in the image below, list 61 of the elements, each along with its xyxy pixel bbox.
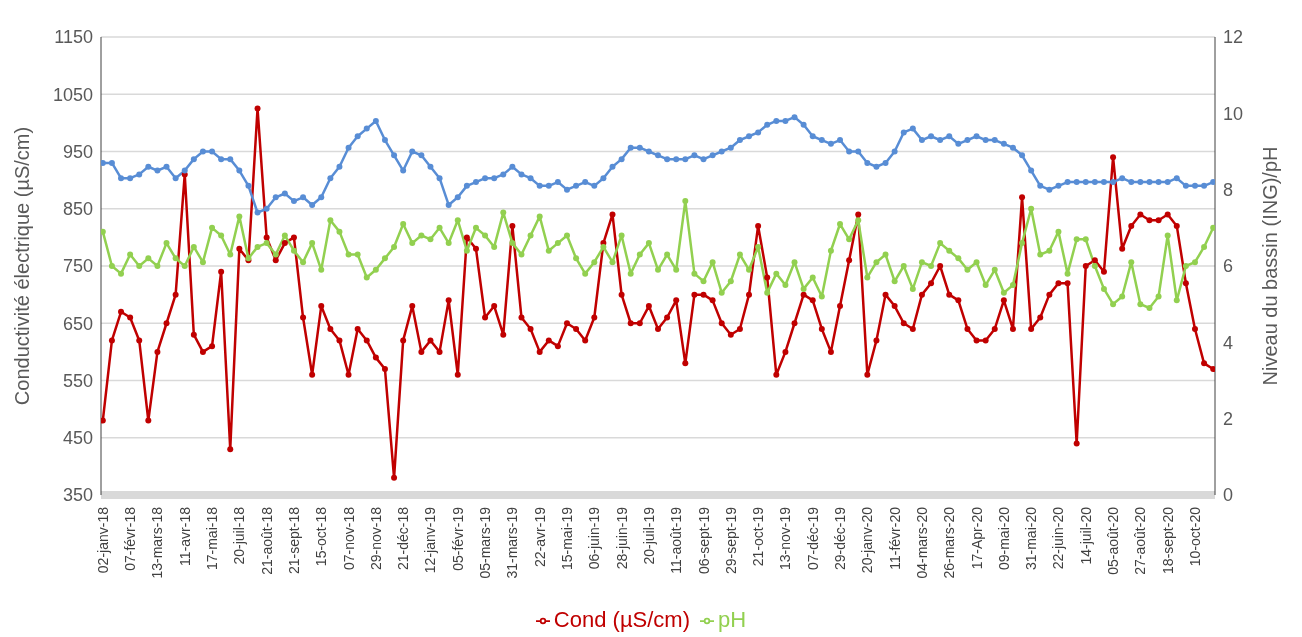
x-tick-label: 14-juil-20 — [1077, 506, 1094, 565]
x-tick-label: 31-mai-20 — [1023, 506, 1040, 571]
x-tick-label: 20-janv-20 — [859, 506, 876, 574]
x-tick-label: 22-avr-19 — [531, 506, 548, 567]
x-tick-label: 11-août-19 — [668, 506, 685, 574]
x-tick-label: 29-nov-18 — [367, 506, 384, 571]
y-tick-label: 450 — [62, 428, 93, 449]
x-tick-label: 05-mars-19 — [477, 506, 494, 579]
y2-tick-label: 6 — [1223, 256, 1234, 277]
x-tick-label: 20-juil-18 — [231, 506, 248, 565]
y-tick-label: 650 — [62, 313, 93, 334]
x-tick-label: 17-Apr-20 — [968, 506, 985, 570]
y2-axis-title: Niveau du bassin (ING)/pH — [1259, 146, 1282, 386]
x-tick-label: 02-janv-18 — [94, 506, 111, 574]
x-tick-label: 21-déc-18 — [395, 506, 412, 571]
x-tick-label: 07-nov-18 — [340, 506, 357, 571]
y-tick-label: 850 — [62, 199, 93, 220]
x-tick-label: 22-juin-20 — [1050, 506, 1067, 570]
x-tick-label: 06-sept-19 — [695, 506, 712, 574]
y-tick-label: 350 — [62, 485, 93, 506]
x-tick-label: 20-juil-19 — [640, 506, 657, 565]
y2-tick-label: 4 — [1223, 332, 1234, 353]
x-tick-label: 31-mars-19 — [504, 506, 521, 579]
x-tick-label: 07-févr-18 — [122, 506, 139, 571]
x-tick-label: 29-sept-19 — [722, 506, 739, 574]
y-tick-label: 950 — [62, 141, 93, 162]
x-tick-label: 21-oct-19 — [750, 506, 767, 567]
x-tick-label: 18-sept-20 — [1159, 506, 1176, 574]
legend-label: pH — [718, 607, 747, 632]
x-tick-label: 05-févr-19 — [449, 506, 466, 571]
x-tick-label: 13-mars-18 — [149, 506, 166, 579]
y2-tick-label: 0 — [1223, 485, 1234, 506]
x-tick-label: 21-sept-18 — [285, 506, 302, 574]
y2-tick-label: 10 — [1223, 103, 1244, 124]
y2-tick-label: 8 — [1223, 180, 1234, 201]
x-tick-label: 06-juin-19 — [586, 506, 603, 570]
x-tick-label: 11-avr-18 — [176, 506, 193, 566]
y-tick-label: 1050 — [52, 84, 93, 105]
x-tick-label: 26-mars-20 — [941, 506, 958, 579]
x-tick-label: 13-nov-19 — [777, 506, 794, 571]
x-tick-label: 07-déc-19 — [804, 506, 821, 571]
x-tick-label: 05-août-20 — [1105, 506, 1122, 575]
x-tick-label: 12-janv-19 — [422, 506, 439, 574]
x-tick-label: 15-oct-18 — [313, 506, 330, 567]
x-tick-label: 21-août-18 — [258, 506, 275, 575]
x-tick-label: 28-juin-19 — [613, 506, 630, 570]
y2-tick-label: 2 — [1223, 409, 1234, 430]
y2-tick-label: 12 — [1223, 27, 1244, 48]
x-tick-label: 27-août-20 — [1132, 506, 1149, 575]
x-tick-label: 15-mai-19 — [558, 506, 575, 571]
y-tick-label: 750 — [62, 256, 93, 277]
x-tick-label: 29-déc-19 — [832, 506, 849, 571]
legend-label: Cond (µS/cm) — [553, 607, 691, 632]
x-tick-label: 04-mars-20 — [913, 506, 930, 579]
x-tick-label: 11-févr-20 — [886, 506, 903, 570]
x-tick-label: 17-mai-18 — [204, 506, 221, 571]
y-tick-label: 550 — [62, 370, 93, 391]
x-tick-label: 09-mai-20 — [995, 506, 1012, 571]
x-tick-label: 10-oct-20 — [1186, 506, 1203, 567]
y-axis-title: Conductivité électrique (µS/cm) — [11, 126, 34, 406]
y-tick-label: 1150 — [54, 27, 93, 48]
